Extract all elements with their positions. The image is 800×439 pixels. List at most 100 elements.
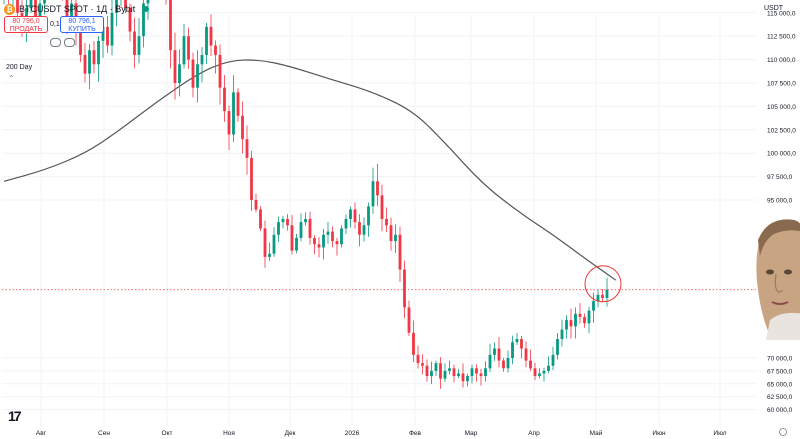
candle[interactable] (475, 364, 478, 382)
candle[interactable] (524, 341, 528, 368)
candle[interactable] (389, 217, 393, 251)
indicator-label[interactable]: 200 Day (6, 64, 33, 71)
candle[interactable] (502, 357, 505, 372)
candle[interactable] (263, 220, 267, 268)
candle[interactable] (583, 313, 586, 328)
candle[interactable] (479, 368, 483, 386)
candle[interactable] (317, 237, 321, 258)
candle[interactable] (533, 362, 537, 380)
candle[interactable] (182, 24, 186, 69)
candle[interactable] (416, 345, 420, 369)
candle[interactable] (295, 233, 298, 254)
candle[interactable] (308, 211, 312, 245)
candle[interactable] (128, 3, 132, 42)
candle[interactable] (434, 360, 438, 377)
candle[interactable] (165, 0, 168, 5)
candle[interactable] (241, 101, 244, 154)
candle[interactable] (470, 364, 474, 384)
candle[interactable] (362, 217, 366, 242)
candle[interactable] (394, 224, 397, 253)
candle[interactable] (574, 307, 577, 339)
candle[interactable] (115, 0, 118, 27)
chart-header[interactable]: ₿ BTCUSDT SPOT · 1Д · Bybit (4, 2, 150, 16)
candle[interactable] (596, 289, 600, 308)
buy-button[interactable]: 80 796,1 КУПИТЬ (60, 16, 104, 33)
candle[interactable] (556, 333, 559, 360)
candle[interactable] (254, 193, 258, 213)
candle[interactable] (569, 308, 573, 339)
candle[interactable] (443, 363, 447, 382)
candle[interactable] (578, 303, 582, 324)
candle[interactable] (250, 150, 253, 211)
candle[interactable] (367, 202, 370, 237)
candle[interactable] (92, 41, 96, 74)
candle[interactable] (493, 342, 496, 361)
candle[interactable] (124, 0, 127, 14)
candle[interactable] (304, 212, 307, 226)
candle[interactable] (97, 35, 100, 82)
candle[interactable] (466, 373, 469, 387)
candle[interactable] (218, 44, 222, 105)
ma200-line[interactable] (3, 59, 617, 281)
candle[interactable] (547, 356, 550, 374)
candle[interactable] (349, 206, 352, 228)
candle[interactable] (385, 207, 388, 233)
candle[interactable] (515, 333, 519, 346)
candle[interactable] (313, 235, 316, 255)
candle[interactable] (173, 32, 177, 100)
candle[interactable] (506, 350, 510, 373)
candle[interactable] (169, 0, 172, 69)
candle[interactable] (29, 0, 33, 14)
candle[interactable] (380, 184, 384, 232)
candle[interactable] (200, 47, 204, 83)
candle[interactable] (196, 50, 199, 103)
candle[interactable] (214, 40, 217, 74)
candle[interactable] (551, 346, 555, 371)
candle[interactable] (425, 359, 429, 382)
candle[interactable] (335, 237, 339, 256)
candle[interactable] (344, 214, 348, 235)
candle[interactable] (245, 125, 249, 175)
candle[interactable] (209, 14, 213, 56)
candle[interactable] (331, 226, 334, 248)
candle[interactable] (178, 49, 181, 97)
candle[interactable] (281, 215, 285, 229)
candle[interactable] (142, 0, 145, 48)
candle-layer[interactable] (3, 0, 609, 389)
candle[interactable] (592, 292, 595, 323)
candle[interactable] (12, 0, 15, 11)
candle[interactable] (191, 52, 195, 98)
candle[interactable] (223, 75, 226, 122)
candle[interactable] (511, 335, 514, 365)
candle[interactable] (412, 320, 415, 363)
candle[interactable] (520, 335, 523, 359)
candle[interactable] (83, 42, 87, 83)
indicator-settings-icon[interactable] (64, 38, 75, 47)
candle[interactable] (272, 227, 276, 257)
candle[interactable] (376, 163, 379, 207)
candle[interactable] (421, 354, 424, 375)
candle[interactable] (236, 88, 240, 122)
candle[interactable] (110, 0, 114, 56)
indicator-visibility-icon[interactable] (50, 38, 61, 47)
candle[interactable] (277, 216, 280, 243)
candle[interactable] (542, 367, 546, 382)
candle[interactable] (232, 75, 235, 143)
candle[interactable] (43, 0, 46, 15)
candle[interactable] (605, 277, 609, 307)
sell-button[interactable]: 80 796,0 ПРОДАТЬ (4, 16, 48, 33)
candle[interactable] (484, 361, 487, 382)
candle[interactable] (560, 319, 564, 347)
candle[interactable] (286, 214, 289, 231)
candle[interactable] (601, 289, 604, 303)
candle[interactable] (457, 368, 460, 379)
price-axis[interactable] (757, 0, 800, 439)
candle[interactable] (439, 357, 442, 389)
candle[interactable] (587, 306, 591, 334)
candle[interactable] (497, 336, 501, 368)
candle[interactable] (340, 225, 343, 248)
candle[interactable] (461, 363, 465, 388)
candle[interactable] (268, 242, 271, 261)
candle[interactable] (538, 368, 541, 379)
